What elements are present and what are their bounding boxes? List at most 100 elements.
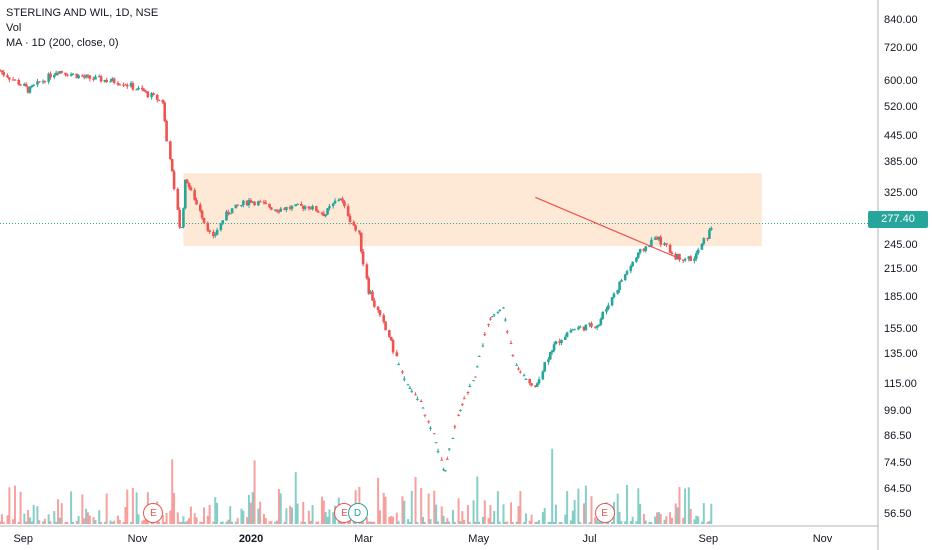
- candle-body: [75, 73, 79, 79]
- candle-body: [468, 385, 472, 387]
- volume-bar: [515, 521, 518, 524]
- volume-bar: [163, 521, 166, 524]
- candle-body: [26, 86, 30, 93]
- candle-body: [142, 89, 146, 92]
- candle-body: [434, 442, 438, 444]
- time-tick-label: Nov: [812, 533, 833, 545]
- volume-bar: [584, 485, 587, 524]
- candle-body: [112, 78, 116, 83]
- volume-bar: [30, 521, 33, 524]
- candle-body: [436, 451, 440, 453]
- candle-body: [262, 201, 266, 203]
- candle-body: [543, 362, 546, 372]
- volume-bar: [122, 521, 125, 524]
- candle-body: [285, 207, 288, 210]
- candle-body: [653, 237, 657, 240]
- candle-body: [118, 84, 122, 86]
- volume-bar: [75, 520, 78, 524]
- price-tick-label: 520.00: [884, 101, 918, 114]
- volume-bar: [105, 493, 108, 524]
- volume-bar: [182, 516, 185, 524]
- price-tick-label: 840.00: [884, 13, 918, 26]
- volume-bar: [309, 520, 312, 524]
- candle-body: [277, 211, 281, 213]
- candle-body: [189, 187, 193, 191]
- volume-bar: [203, 507, 206, 524]
- candle-body: [365, 264, 369, 279]
- candle-body: [322, 213, 326, 217]
- candle-body: [268, 203, 271, 208]
- candle-body: [346, 206, 350, 216]
- candle-body: [152, 93, 155, 95]
- candle-body: [257, 201, 260, 206]
- volume-bar: [283, 521, 286, 524]
- volume-bar: [472, 500, 475, 524]
- candle-body: [247, 200, 251, 206]
- volume-bar: [83, 518, 86, 524]
- volume-bar: [253, 460, 256, 524]
- candle-body: [588, 323, 591, 325]
- volume-bar: [294, 472, 297, 524]
- volume-bar: [229, 506, 232, 524]
- candle-body: [198, 204, 202, 211]
- volume-bar: [611, 521, 614, 524]
- price-tick-label: 325.00: [884, 187, 918, 200]
- candle-body: [442, 469, 445, 471]
- candle-body: [301, 205, 305, 209]
- candle-body: [378, 310, 382, 316]
- candle-body: [444, 470, 447, 472]
- candle-body: [0, 70, 4, 73]
- candle-body: [466, 391, 470, 393]
- volume-bar: [135, 492, 138, 524]
- volume-bar: [560, 521, 563, 524]
- candle-body: [88, 75, 92, 79]
- candle-body: [578, 326, 582, 328]
- dividend-event-marker[interactable]: D: [347, 503, 368, 523]
- candle-body: [240, 204, 243, 206]
- candle-body: [474, 376, 477, 378]
- candle-body: [505, 331, 509, 333]
- candle-body: [43, 81, 47, 83]
- candle-body: [550, 350, 554, 353]
- candle-body: [670, 252, 674, 254]
- candle-body: [487, 324, 490, 326]
- candle-body: [275, 209, 279, 212]
- candle-body: [135, 89, 138, 91]
- candle-body: [303, 206, 307, 209]
- candle-body: [165, 120, 168, 142]
- volume-bar: [536, 521, 539, 524]
- candle-body: [693, 258, 696, 261]
- candle-body: [326, 208, 329, 215]
- earnings-event-marker[interactable]: E: [594, 503, 615, 523]
- candle-body: [49, 73, 52, 78]
- volume-bar: [637, 488, 640, 524]
- candle-body: [618, 281, 621, 291]
- volume-bar: [629, 520, 632, 524]
- volume-bar: [702, 503, 705, 524]
- volume-bar: [111, 521, 114, 524]
- candle-body: [534, 385, 537, 387]
- volume-bar: [66, 522, 69, 524]
- candle-body: [524, 378, 528, 380]
- volume-bar: [558, 522, 561, 524]
- candle-body: [339, 198, 342, 200]
- volume-bar: [186, 520, 189, 524]
- volume-bar: [81, 494, 84, 524]
- candle-body: [337, 199, 341, 201]
- volume-bar: [103, 521, 106, 524]
- volume-bar: [656, 512, 658, 524]
- candle-body: [94, 76, 97, 80]
- price-tick-label: 445.00: [884, 129, 918, 142]
- candle-body: [17, 79, 21, 85]
- volume-bar: [227, 519, 230, 524]
- volume-bar: [706, 521, 709, 524]
- candle-body: [97, 76, 101, 78]
- price-tick-label: 115.00: [884, 377, 917, 390]
- candle-body: [657, 236, 661, 240]
- earnings-event-marker[interactable]: E: [143, 503, 164, 523]
- candle-body: [597, 324, 601, 326]
- volume-bar: [6, 515, 9, 524]
- candle-body: [612, 293, 616, 298]
- candle-body: [187, 183, 191, 188]
